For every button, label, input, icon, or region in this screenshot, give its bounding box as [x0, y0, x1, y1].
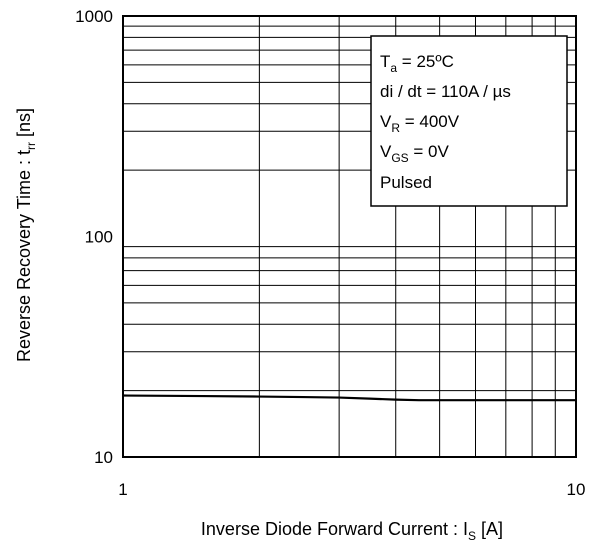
y-tick-label: 10: [94, 448, 113, 467]
annotation-line-didt: di / dt = 110A / µs: [380, 82, 511, 101]
x-axis-title: Inverse Diode Forward Current : IS [A]: [201, 519, 503, 543]
annotation-line-pulsed: Pulsed: [380, 173, 432, 192]
annotation-line-vr: VR = 400V: [380, 112, 460, 135]
y-tick-label: 100: [85, 228, 113, 247]
plot-frame: [122, 15, 577, 458]
x-tick-labels: 1 10: [118, 480, 585, 499]
conditions-annotation: Ta = 25ºC di / dt = 110A / µs VR = 400V …: [370, 35, 568, 207]
y-tick-label: 1000: [75, 7, 113, 26]
annotation-line-vgs: VGS = 0V: [380, 142, 450, 165]
annotation-line-ta: Ta = 25ºC: [380, 52, 454, 75]
x-tick-label: 1: [118, 480, 127, 499]
y-tick-labels: 10 100 1000: [75, 7, 113, 467]
y-axis-title: Reverse Recovery Time : trr [ns]: [14, 108, 38, 362]
x-tick-label: 10: [567, 480, 586, 499]
series-layer: [122, 394, 576, 402]
series-line-0: [122, 394, 576, 402]
annotation-box: [370, 35, 568, 207]
